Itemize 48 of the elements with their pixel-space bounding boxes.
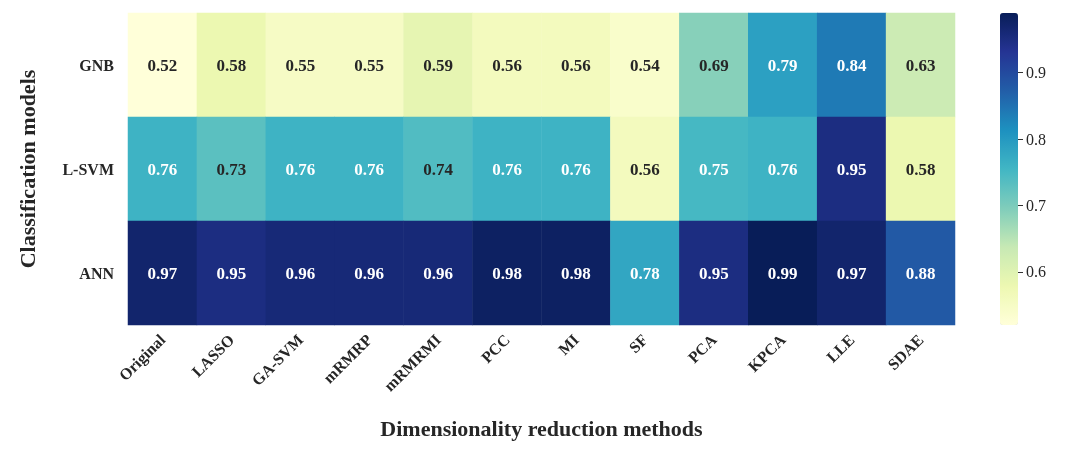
x-tick-label: PCA [684,330,721,367]
data-label: 0.58 [216,55,247,75]
color-bar-label: 0.7 [1026,197,1046,215]
data-label: 0.97 [147,263,178,283]
data-label: 0.55 [285,55,316,75]
data-label: 0.55 [354,55,385,75]
data-label: 0.78 [630,263,660,283]
data-label: 0.76 [285,159,316,179]
data-label: 0.54 [630,55,661,75]
color-bar-label: 0.8 [1026,130,1046,148]
data-label: 0.95 [698,263,729,283]
data-label: 0.99 [767,263,798,283]
data-label: 0.56 [561,55,591,75]
data-label: 0.76 [561,159,591,179]
data-label: 0.59 [423,55,453,75]
data-label: 0.95 [836,159,867,179]
color-bar-label: 0.9 [1026,64,1046,82]
data-label: 0.56 [492,55,522,75]
data-label: 0.73 [216,159,247,179]
data-label: 0.97 [836,263,867,283]
data-label: 0.76 [147,159,178,179]
data-label: 0.76 [492,159,522,179]
data-label: 0.96 [285,263,316,283]
data-label: 0.96 [423,263,453,283]
data-label: 0.63 [905,55,936,75]
data-label: 0.96 [354,263,385,283]
data-label: 0.56 [630,159,660,179]
data-label: 0.52 [147,55,178,75]
y-axis-title: Classification models [14,69,40,269]
x-tick-label: MI [554,330,582,359]
data-label: 0.75 [698,159,729,179]
y-tick-label: GNB [79,56,115,74]
color-bar-label: 0.6 [1026,263,1046,281]
data-label: 0.95 [216,263,247,283]
x-tick-label: SF [625,330,651,357]
data-label: 0.58 [905,159,936,179]
data-label: 0.74 [423,159,454,179]
data-label: 0.98 [561,263,591,283]
y-tick-label: ANN [79,264,115,282]
data-label: 0.76 [767,159,798,179]
data-label: 0.79 [767,55,798,75]
data-label: 0.84 [836,55,867,75]
data-label: 0.88 [905,263,936,283]
data-label: 0.76 [354,159,385,179]
x-axis-title: Dimensionality reduction methods [380,415,704,441]
data-label: 0.98 [492,263,522,283]
data-label: 0.69 [698,55,729,75]
y-tick-label: L-SVM [62,160,114,178]
